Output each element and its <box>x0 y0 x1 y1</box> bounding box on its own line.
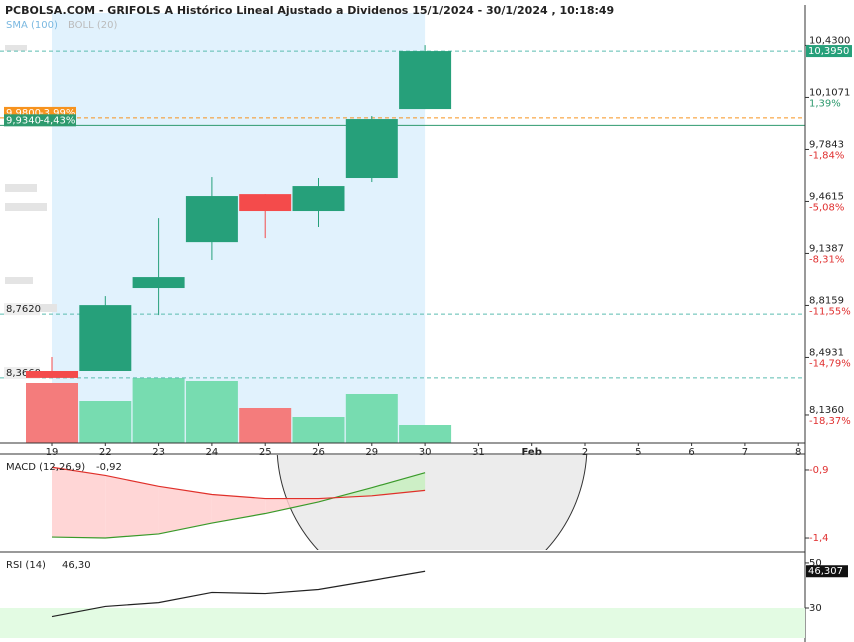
panel-title: MACD (12,26,9) <box>6 462 85 473</box>
volume-bar <box>292 417 345 443</box>
y-tick-change: -11,55% <box>809 306 851 317</box>
level-label: 9,9800 <box>6 108 41 119</box>
x-tick-label: 5 <box>635 447 641 458</box>
panel-title: RSI (14) <box>6 560 46 571</box>
macd-fill <box>371 472 426 496</box>
x-tick-label: Feb <box>522 447 542 458</box>
volume-bar <box>79 401 132 443</box>
y-tick-label: 10,4300 <box>809 35 850 46</box>
level-change: -3,99% <box>40 108 75 119</box>
candle-body <box>79 305 132 371</box>
indicator-label: SMA (100) <box>6 20 58 31</box>
indicator-label: BOLL (20) <box>68 20 118 31</box>
volume-bar <box>26 383 78 443</box>
indicator-line <box>51 466 426 500</box>
x-tick-label: 2 <box>582 447 588 458</box>
y-tick-change: 1,39% <box>809 98 841 109</box>
placeholder <box>5 203 47 211</box>
placeholder <box>5 45 27 51</box>
level-label-bg <box>4 303 40 316</box>
indicator-line <box>51 472 426 539</box>
x-tick-label: 22 <box>99 447 112 458</box>
y-tick-label: 30 <box>809 603 822 614</box>
x-tick-label: 19 <box>46 447 59 458</box>
y-tick-change: -8,31% <box>809 254 844 265</box>
x-tick-label: 6 <box>688 447 694 458</box>
volume-bar <box>345 394 398 443</box>
y-tick-change: -18,37% <box>809 416 851 427</box>
x-tick-label: 26 <box>312 447 325 458</box>
decoration-circle <box>276 455 588 550</box>
y-tick-change: -14,79% <box>809 358 851 369</box>
x-tick-label: 25 <box>259 447 272 458</box>
x-tick-label: 7 <box>742 447 748 458</box>
macd-fill <box>105 475 159 539</box>
y-tick-label: 8,8159 <box>809 295 844 306</box>
highlight-range <box>52 13 426 443</box>
y-tick-label: 9,4615 <box>809 191 844 202</box>
clip-group <box>276 455 588 550</box>
oversold-zone <box>0 608 805 638</box>
candle-body <box>399 51 452 110</box>
candle-body <box>26 370 78 378</box>
y-tick-label: 8,4931 <box>809 347 844 358</box>
volume-bar <box>132 378 185 443</box>
x-tick-label: 30 <box>419 447 432 458</box>
candle-body <box>345 119 398 179</box>
y-tick-label: 8,1360 <box>809 405 844 416</box>
y-tick-label: -0,9 <box>809 465 829 476</box>
x-tick-label: 8 <box>795 447 801 458</box>
level-label: 8,7620 <box>6 304 41 315</box>
macd-fill <box>265 498 319 514</box>
candle-body <box>132 277 185 289</box>
y-tick-label: 9,7843 <box>809 139 844 150</box>
placeholder <box>5 184 37 192</box>
last-price-label: 10,3950 <box>808 46 849 57</box>
y-tick-label: 50 <box>809 558 822 569</box>
y-tick-change: -1,84% <box>809 150 844 161</box>
candle-body <box>185 196 238 243</box>
panel-value: -0,92 <box>96 462 122 473</box>
y-tick-label: 10,1071 <box>809 87 850 98</box>
placeholder <box>5 277 33 284</box>
x-tick-label: 31 <box>472 447 485 458</box>
volume-bar <box>239 408 292 443</box>
candle-body <box>292 186 345 212</box>
volume-bar <box>399 425 452 443</box>
x-tick-label: 24 <box>206 447 219 458</box>
x-tick-label: 29 <box>365 447 378 458</box>
macd-fill <box>52 467 106 539</box>
last-value-label: 46,307 <box>808 566 843 577</box>
last-price-bg <box>806 45 852 58</box>
candle-body <box>239 194 292 212</box>
chart-title: PCBOLSA.COM - GRIFOLS A Histórico Lineal… <box>5 4 614 17</box>
macd-fill <box>158 486 212 534</box>
x-tick-label: 23 <box>152 447 165 458</box>
level-change: -4,43% <box>40 115 75 126</box>
indicator-line <box>51 570 426 618</box>
last-value-bg <box>806 565 848 578</box>
y-tick-label: -1,4 <box>809 533 829 544</box>
level-label-bg <box>4 114 76 127</box>
volume-bar <box>185 381 238 443</box>
level-label: 9,9340 <box>6 115 41 126</box>
level-label: 8,3660 <box>6 368 41 379</box>
y-tick-change: -5,08% <box>809 202 844 213</box>
panel-value: 46,30 <box>62 560 91 571</box>
y-tick-label: 9,1387 <box>809 243 844 254</box>
